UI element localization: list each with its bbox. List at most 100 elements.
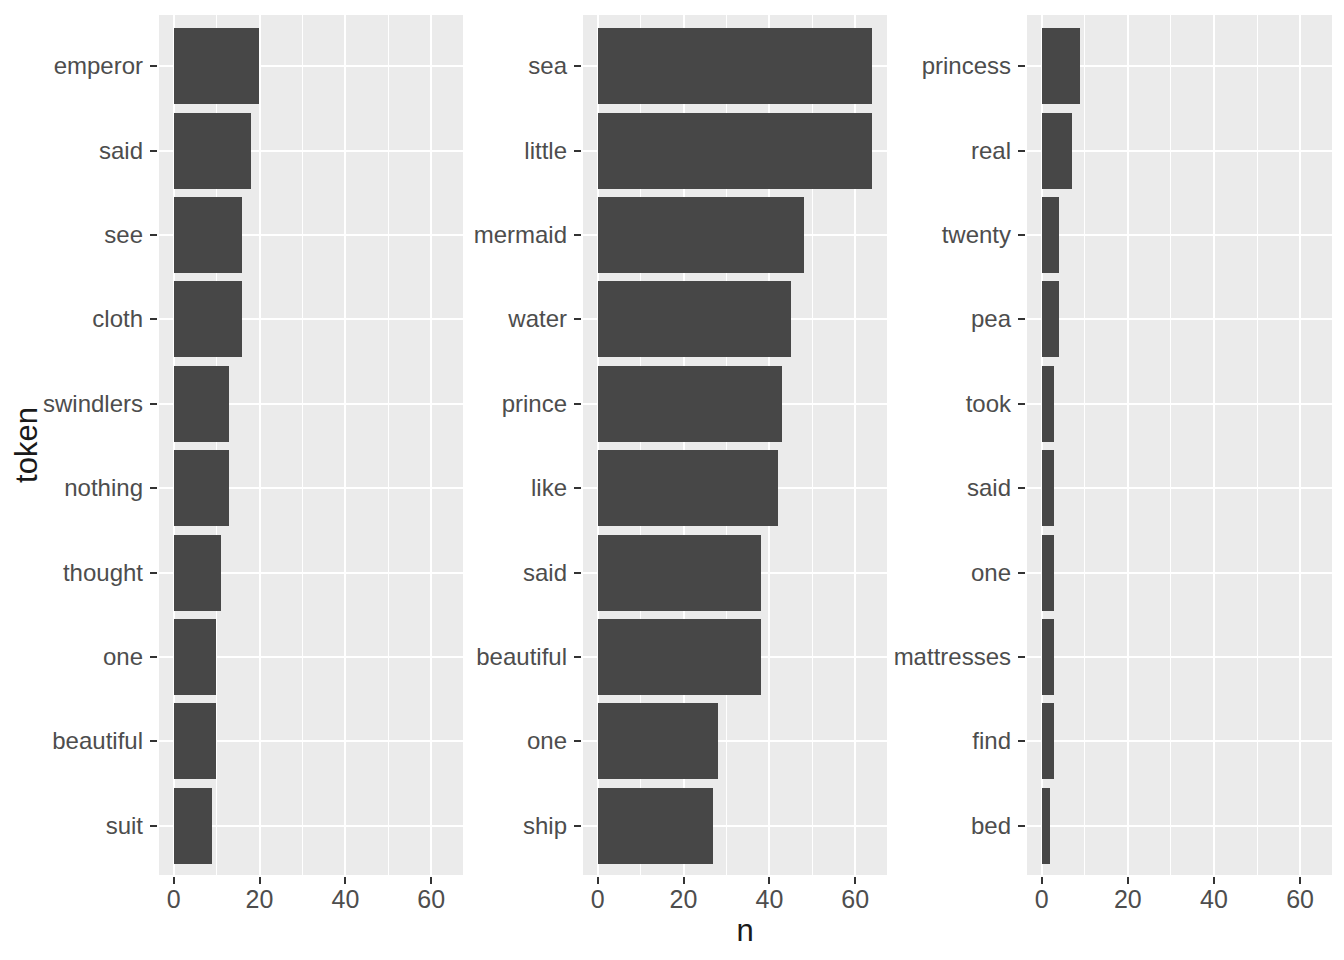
x-tick-mark: [597, 877, 599, 884]
x-tick-label: 60: [1265, 885, 1335, 913]
y-tick-mark: [1018, 234, 1025, 236]
token-frequency-chart: token n emperorsaidseeclothswindlersnoth…: [0, 0, 1344, 960]
y-tick-mark: [1018, 740, 1025, 742]
y-tick-mark: [1018, 572, 1025, 574]
gridline-major-h: [1027, 572, 1332, 574]
x-tick-mark: [1213, 877, 1215, 884]
bar-emperor: [174, 28, 260, 104]
bar-said: [174, 113, 251, 189]
y-tick-mark: [150, 825, 157, 827]
gridline-major-h: [1027, 656, 1332, 658]
gridline-major-h: [1027, 150, 1332, 152]
y-tick-mark: [574, 150, 581, 152]
y-tick-mark: [574, 656, 581, 658]
gridline-major-h: [1027, 487, 1332, 489]
bar-suit: [174, 788, 213, 864]
x-tick-mark: [430, 877, 432, 884]
bar-bed: [1042, 788, 1051, 864]
gridline-major-h: [1027, 234, 1332, 236]
gridline-major-h: [1027, 825, 1332, 827]
bar-swindlers: [174, 366, 230, 442]
y-tick-mark: [574, 740, 581, 742]
bar-thought: [174, 535, 221, 611]
y-tick-mark: [1018, 487, 1025, 489]
bar-water: [598, 281, 791, 357]
facet-2-plot-area: [583, 15, 887, 875]
gridline-minor-v: [1170, 15, 1171, 875]
gridline-major-h: [1027, 318, 1332, 320]
gridline-minor-v: [1084, 15, 1085, 875]
x-axis-title: n: [736, 913, 753, 949]
bar-ship: [598, 788, 714, 864]
y-tick-mark: [150, 656, 157, 658]
y-tick-mark: [574, 318, 581, 320]
bar-said: [598, 535, 761, 611]
category-label: emperor: [0, 52, 143, 80]
category-label: one: [0, 643, 143, 671]
x-tick-label: 20: [1093, 885, 1163, 913]
bar-nothing: [174, 450, 230, 526]
x-tick-label: 20: [225, 885, 295, 913]
category-label: cloth: [0, 305, 143, 333]
category-label: nothing: [0, 474, 143, 502]
facet-3-plot-area: [1027, 15, 1332, 875]
y-tick-mark: [1018, 65, 1025, 67]
category-label: suit: [0, 812, 143, 840]
y-tick-mark: [574, 65, 581, 67]
y-tick-mark: [1018, 825, 1025, 827]
bar-one: [598, 703, 718, 779]
y-tick-mark: [150, 150, 157, 152]
gridline-major-h: [1027, 403, 1332, 405]
bar-real: [1042, 113, 1072, 189]
category-label: see: [0, 221, 143, 249]
x-tick-mark: [854, 877, 856, 884]
y-axis-title: token: [9, 407, 45, 483]
x-tick-mark: [1127, 877, 1129, 884]
y-tick-mark: [150, 65, 157, 67]
y-tick-mark: [150, 403, 157, 405]
x-tick-label: 0: [563, 885, 633, 913]
gridline-minor-v: [1257, 15, 1258, 875]
x-tick-mark: [768, 877, 770, 884]
gridline-major-v: [1213, 15, 1215, 875]
y-tick-mark: [1018, 656, 1025, 658]
y-tick-mark: [150, 572, 157, 574]
x-tick-mark: [1041, 877, 1043, 884]
bar-like: [598, 450, 778, 526]
x-tick-mark: [173, 877, 175, 884]
bar-one: [1042, 535, 1055, 611]
y-tick-mark: [574, 572, 581, 574]
x-tick-mark: [344, 877, 346, 884]
bar-said: [1042, 450, 1055, 526]
bar-twenty: [1042, 197, 1059, 273]
bar-beautiful: [598, 619, 761, 695]
category-label: thought: [0, 559, 143, 587]
gridline-major-h: [1027, 740, 1332, 742]
bar-cloth: [174, 281, 243, 357]
gridline-major-v: [1127, 15, 1129, 875]
bar-prince: [598, 366, 783, 442]
x-tick-label: 0: [1007, 885, 1077, 913]
x-tick-label: 60: [396, 885, 466, 913]
y-tick-mark: [1018, 318, 1025, 320]
bar-see: [174, 197, 243, 273]
gridline-minor-v: [302, 15, 303, 875]
x-tick-mark: [1299, 877, 1301, 884]
x-tick-mark: [683, 877, 685, 884]
y-tick-mark: [1018, 150, 1025, 152]
y-tick-mark: [574, 403, 581, 405]
x-tick-label: 20: [649, 885, 719, 913]
bar-mattresses: [1042, 619, 1055, 695]
x-tick-mark: [259, 877, 261, 884]
gridline-major-v: [344, 15, 346, 875]
bar-took: [1042, 366, 1055, 442]
bar-find: [1042, 703, 1055, 779]
y-tick-mark: [1018, 403, 1025, 405]
y-tick-mark: [574, 487, 581, 489]
gridline-major-v: [259, 15, 261, 875]
bar-beautiful: [174, 703, 217, 779]
bar-one: [174, 619, 217, 695]
bar-princess: [1042, 28, 1081, 104]
x-tick-label: 0: [139, 885, 209, 913]
bar-mermaid: [598, 197, 804, 273]
